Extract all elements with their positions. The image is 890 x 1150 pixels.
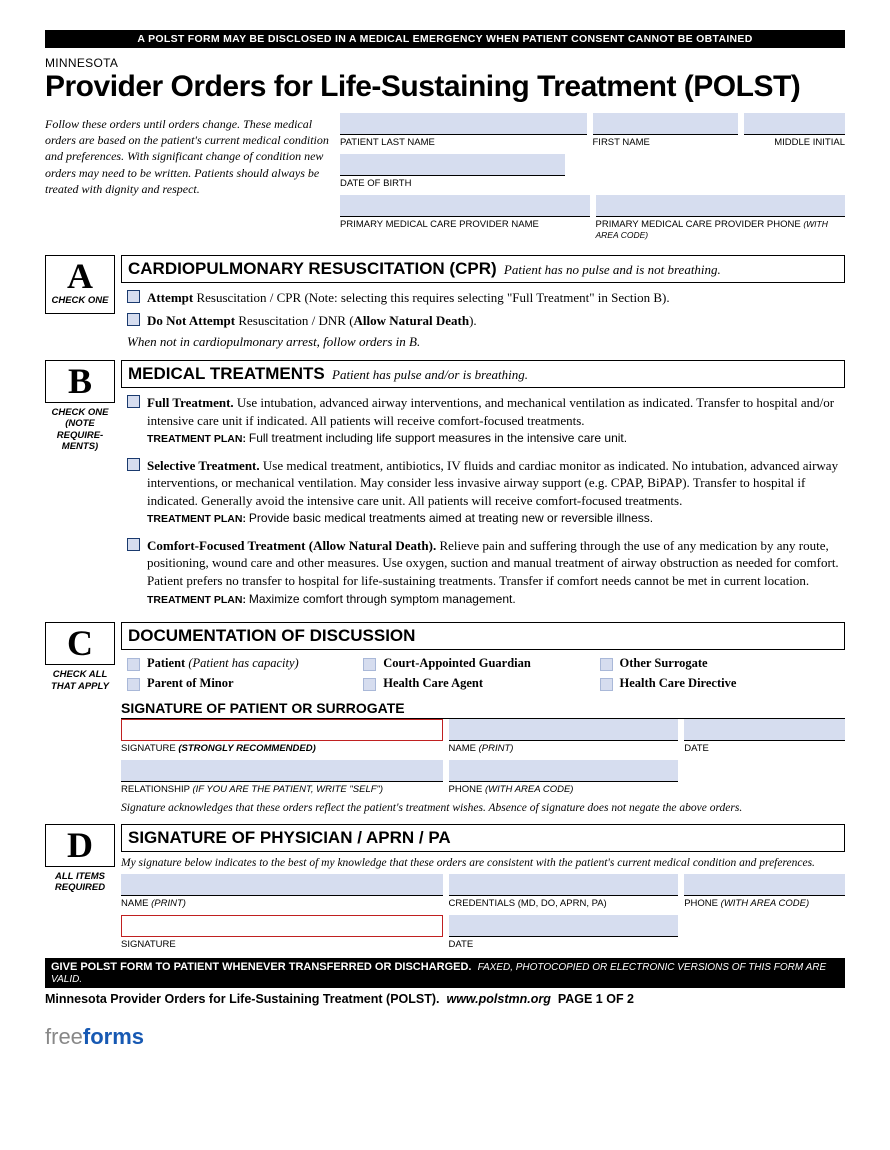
agent-option: Health Care Agent: [383, 676, 483, 691]
directive-option: Health Care Directive: [620, 676, 737, 691]
section-a-header: CARDIOPULMONARY RESUSCITATION (CPR) Pati…: [121, 255, 845, 283]
dob-label: DATE OF BIRTH: [340, 178, 565, 189]
physician-sig-label: SIGNATURE: [121, 939, 443, 950]
surrogate-name-label: NAME (PRINT): [449, 743, 679, 754]
surrogate-sig-input[interactable]: [121, 719, 443, 741]
relationship-input[interactable]: [121, 760, 443, 782]
physician-date-input[interactable]: [449, 915, 679, 937]
physician-attestation: My signature below indicates to the best…: [121, 856, 845, 871]
provider-name-label: PRIMARY MEDICAL CARE PROVIDER NAME: [340, 219, 590, 230]
credentials-label: CREDENTIALS (MD, DO, APRN, PA): [449, 898, 679, 909]
section-d-letter: D: [45, 824, 115, 867]
guardian-checkbox[interactable]: [363, 658, 376, 671]
dnr-checkbox[interactable]: [127, 313, 140, 326]
section-b-letter: B: [45, 360, 115, 403]
section-c-letter: C: [45, 622, 115, 665]
physician-sig-input[interactable]: [121, 915, 443, 937]
intro-text: Follow these orders until orders change.…: [45, 113, 330, 247]
section-d-sub: ALL ITEMS REQUIRED: [45, 871, 115, 894]
surrogate-checkbox[interactable]: [600, 658, 613, 671]
relationship-label: RELATIONSHIP (IF YOU ARE THE PATIENT, WR…: [121, 784, 443, 795]
first-name-input[interactable]: [593, 113, 738, 135]
main-title: Provider Orders for Life-Sustaining Trea…: [45, 70, 845, 103]
disclosure-bar: A POLST FORM MAY BE DISCLOSED IN A MEDIC…: [45, 30, 845, 48]
sig-acknowledgement: Signature acknowledges that these orders…: [121, 801, 845, 816]
cpr-attempt-checkbox[interactable]: [127, 290, 140, 303]
physician-date-label: DATE: [449, 939, 679, 950]
physician-phone-input[interactable]: [684, 874, 845, 896]
section-d-header: SIGNATURE OF PHYSICIAN / APRN / PA: [121, 824, 845, 852]
comfort-treatment-checkbox[interactable]: [127, 538, 140, 551]
surrogate-date-label: DATE: [684, 743, 845, 754]
transfer-bar: GIVE POLST FORM TO PATIENT WHENEVER TRAN…: [45, 958, 845, 988]
section-a: A CHECK ONE CARDIOPULMONARY RESUSCITATIO…: [45, 255, 845, 352]
last-name-label: PATIENT LAST NAME: [340, 137, 587, 148]
provider-name-input[interactable]: [340, 195, 590, 217]
page-footer: Minnesota Provider Orders for Life-Susta…: [45, 992, 845, 1006]
cpr-attempt-label: Attempt Resuscitation / CPR (Note: selec…: [147, 289, 843, 307]
surrogate-sig-label: SIGNATURE (STRONGLY RECOMMENDED): [121, 743, 443, 754]
patient-checkbox[interactable]: [127, 658, 140, 671]
provider-phone-input[interactable]: [596, 195, 846, 217]
state-label: MINNESOTA: [45, 56, 845, 70]
physician-name-label: NAME (PRINT): [121, 898, 443, 909]
section-c: C CHECK ALL THAT APPLY DOCUMENTATION OF …: [45, 622, 845, 816]
guardian-option: Court-Appointed Guardian: [383, 656, 531, 671]
section-b-sub: CHECK ONE(NOTE REQUIRE-MENTS): [45, 407, 115, 453]
physician-phone-label: PHONE (WITH AREA CODE): [684, 898, 845, 909]
surrogate-sig-header: SIGNATURE OF PATIENT OR SURROGATE: [121, 698, 845, 719]
dnr-label: Do Not Attempt Resuscitation / DNR (Allo…: [147, 312, 843, 330]
surrogate-phone-label: PHONE (WITH AREA CODE): [449, 784, 679, 795]
parent-option: Parent of Minor: [147, 676, 234, 691]
patient-info: PATIENT LAST NAME FIRST NAME MIDDLE INIT…: [340, 113, 845, 247]
physician-name-input[interactable]: [121, 874, 443, 896]
credentials-input[interactable]: [449, 874, 679, 896]
selective-treatment-checkbox[interactable]: [127, 458, 140, 471]
brand-logo: freeforms: [45, 1024, 845, 1050]
last-name-input[interactable]: [340, 113, 587, 135]
section-b-header: MEDICAL TREATMENTS Patient has pulse and…: [121, 360, 845, 388]
comfort-treatment-text: Comfort-Focused Treatment (Allow Natural…: [147, 537, 843, 607]
patient-option: Patient (Patient has capacity): [147, 656, 299, 671]
agent-checkbox[interactable]: [363, 678, 376, 691]
mi-label: MIDDLE INITIAL: [744, 137, 846, 148]
mi-input[interactable]: [744, 113, 846, 135]
section-d: D ALL ITEMS REQUIRED SIGNATURE OF PHYSIC…: [45, 824, 845, 950]
parent-checkbox[interactable]: [127, 678, 140, 691]
provider-phone-label: PRIMARY MEDICAL CARE PROVIDER PHONE (WIT…: [596, 219, 846, 241]
surrogate-name-input[interactable]: [449, 719, 679, 741]
section-a-letter: A CHECK ONE: [45, 255, 115, 314]
first-name-label: FIRST NAME: [593, 137, 738, 148]
surrogate-date-input[interactable]: [684, 719, 845, 741]
surrogate-option: Other Surrogate: [620, 656, 708, 671]
section-c-header: DOCUMENTATION OF DISCUSSION: [121, 622, 845, 650]
section-a-note: When not in cardiopulmonary arrest, foll…: [127, 334, 843, 350]
directive-checkbox[interactable]: [600, 678, 613, 691]
selective-treatment-text: Selective Treatment. Use medical treatme…: [147, 457, 843, 527]
section-b: B CHECK ONE(NOTE REQUIRE-MENTS) MEDICAL …: [45, 360, 845, 614]
full-treatment-checkbox[interactable]: [127, 395, 140, 408]
full-treatment-text: Full Treatment. Use intubation, advanced…: [147, 394, 843, 447]
section-c-sub: CHECK ALL THAT APPLY: [45, 669, 115, 692]
surrogate-phone-input[interactable]: [449, 760, 679, 782]
header-row: Follow these orders until orders change.…: [45, 113, 845, 247]
dob-input[interactable]: [340, 154, 565, 176]
